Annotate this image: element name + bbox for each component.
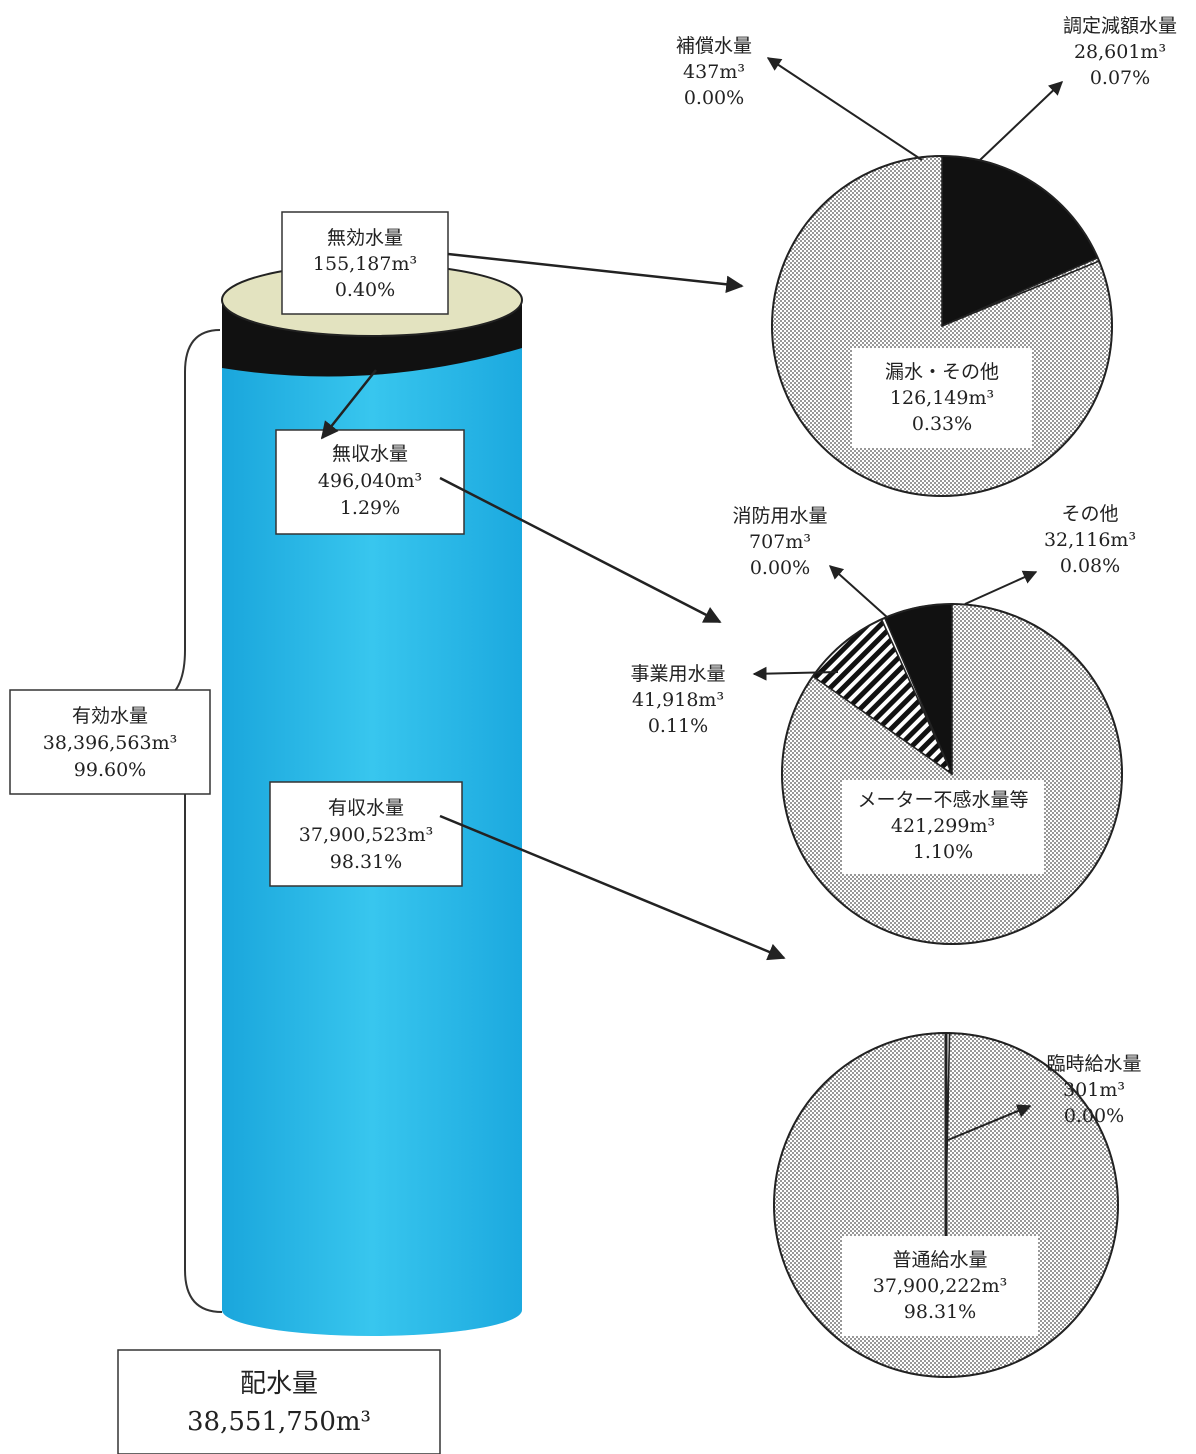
pie2-inner-box xyxy=(842,780,1044,874)
pie1-label-leak-value: 126,149m³ xyxy=(890,387,994,409)
billed-box xyxy=(269,781,463,887)
pie2-label-biz-value: 41,918m³ xyxy=(632,689,724,711)
invalid-value: 155,187m³ xyxy=(313,253,417,275)
invalid-box xyxy=(281,211,449,315)
unbilled-box xyxy=(275,429,465,535)
pie1-label-leak-name: 漏水・その他 xyxy=(885,361,999,383)
billed-percent: 98.31% xyxy=(330,851,402,873)
pie2-label-fire-value: 707m³ xyxy=(749,531,811,553)
pie3-label-temp-value: 301m³ xyxy=(1063,1079,1125,1101)
pie2-label-other-value: 32,116m³ xyxy=(1044,529,1136,551)
pie1-inner-box xyxy=(852,348,1032,448)
pie1-label-comp-name: 補償水量 xyxy=(676,35,752,57)
total-name: 配水量 xyxy=(240,1369,318,1399)
pie2-label-fire-percent: 0.00% xyxy=(750,557,810,579)
unbilled-percent: 1.29% xyxy=(340,497,400,519)
arrow-invalid xyxy=(447,252,744,293)
pie2-label-biz-percent: 0.11% xyxy=(648,715,708,737)
pie1-arrow-comp xyxy=(766,57,923,161)
cylinder-bottom xyxy=(222,1284,522,1336)
arrow-billed xyxy=(439,814,786,961)
billed-name: 有収水量 xyxy=(328,797,404,819)
pie1-label-comp-value: 437m³ xyxy=(683,61,745,83)
invalid-name: 無効水量 xyxy=(327,227,403,249)
pie1-label-leak-percent: 0.33% xyxy=(912,413,972,435)
total-box xyxy=(117,1349,441,1454)
unbilled-value: 496,040m³ xyxy=(318,470,422,492)
pie-layer xyxy=(771,155,1123,1378)
pie3-label-temp-name: 臨時給水量 xyxy=(1046,1053,1141,1075)
pie2-label-other-percent: 0.08% xyxy=(1060,555,1120,577)
pie2-label-biz-name: 事業用水量 xyxy=(630,663,725,685)
billed-value: 37,900,523m³ xyxy=(299,824,433,846)
pie2-label-meter-percent: 1.10% xyxy=(913,841,973,863)
pie2-label-other-name: その他 xyxy=(1061,503,1118,525)
pie2-outline xyxy=(781,603,1123,945)
effective-brace xyxy=(161,329,223,1313)
pie2-arrow-other xyxy=(964,570,1038,605)
pie3-label-normal-name: 普通給水量 xyxy=(892,1249,987,1271)
pie2-label-meter-value: 421,299m³ xyxy=(891,815,995,837)
pie1-label-adjust-percent: 0.07% xyxy=(1090,67,1150,89)
invalid-percent: 0.40% xyxy=(335,279,395,301)
total-value: 38,551,750m³ xyxy=(187,1407,371,1437)
pie1-label-adjust-name: 調定減額水量 xyxy=(1063,15,1177,37)
effective-percent: 99.60% xyxy=(74,759,146,781)
pie1-outline xyxy=(771,155,1113,497)
pie3-inner-box xyxy=(842,1236,1038,1336)
pie1-arrow-adjust xyxy=(979,81,1064,161)
arrow-unbilled xyxy=(439,476,722,624)
pie3-label-temp-percent: 0.00% xyxy=(1064,1105,1124,1127)
pie3-arrow-temp xyxy=(947,1104,1032,1141)
connectors xyxy=(320,252,786,961)
effective-value: 38,396,563m³ xyxy=(43,732,177,754)
effective-box xyxy=(9,689,211,795)
pie3-label-normal-value: 37,900,222m³ xyxy=(873,1275,1007,1297)
unbilled-name: 無収水量 xyxy=(332,443,408,465)
pie2-arrow-biz xyxy=(752,666,839,681)
pie3-label-normal-percent: 98.31% xyxy=(904,1301,976,1323)
effective-name: 有効水量 xyxy=(72,705,148,727)
pie2-label-fire-name: 消防用水量 xyxy=(732,505,827,527)
pie1-label-adjust-value: 28,601m³ xyxy=(1074,41,1166,63)
arrow-cap-to-unbilled xyxy=(320,369,377,440)
pie1-label-comp-percent: 0.00% xyxy=(684,87,744,109)
pie2-label-meter-name: メーター不感水量等 xyxy=(857,789,1028,811)
pie2-arrow-fire xyxy=(828,565,889,619)
